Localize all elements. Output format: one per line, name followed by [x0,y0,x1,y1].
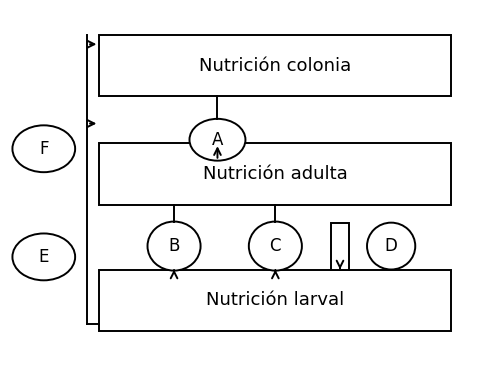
Ellipse shape [189,119,245,161]
Text: E: E [39,248,49,266]
Ellipse shape [12,234,75,280]
Text: Nutrición larval: Nutrición larval [206,291,345,309]
Ellipse shape [12,125,75,172]
Bar [99,35,451,97]
Text: Nutrición adulta: Nutrición adulta [203,165,348,183]
Ellipse shape [147,221,201,270]
Bar [99,269,451,331]
Text: F: F [39,140,48,158]
Ellipse shape [367,223,415,269]
Text: Nutrición colonia: Nutrición colonia [199,57,351,75]
Bar [331,223,349,269]
Bar [99,143,451,205]
Text: C: C [269,237,281,255]
Text: B: B [168,237,180,255]
Text: A: A [212,131,223,149]
Ellipse shape [249,221,302,270]
Text: D: D [385,237,398,255]
